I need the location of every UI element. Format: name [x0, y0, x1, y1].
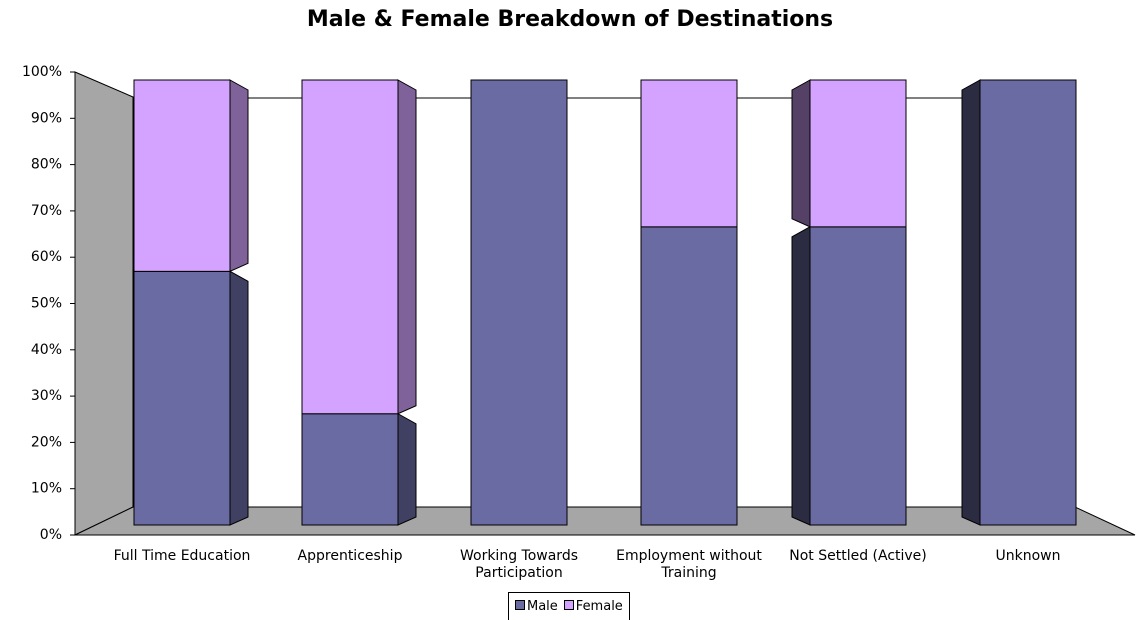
left-wall [74, 71, 134, 536]
bar [809, 226, 907, 526]
bar [133, 79, 231, 272]
bar [133, 270, 231, 526]
x-tick-label: Employment without Training [616, 548, 762, 581]
legend-label: Male [527, 599, 558, 614]
bar-side [397, 412, 417, 526]
bar-side [229, 79, 249, 273]
bar [979, 79, 1077, 526]
legend-swatch [515, 600, 525, 610]
x-tick-label: Not Settled (Active) [789, 548, 927, 564]
y-tick-label: 40% [31, 342, 62, 358]
x-tick-label: Unknown [995, 548, 1061, 564]
y-tick-label: 0% [40, 527, 62, 543]
y-tick-label: 100% [22, 64, 62, 80]
bar [640, 226, 738, 526]
y-tick-label: 10% [31, 481, 62, 497]
chart-title: Male & Female Breakdown of Destinations [307, 7, 833, 32]
bar [301, 413, 399, 526]
legend: Male Female [508, 592, 630, 620]
y-tick-label: 20% [31, 434, 62, 450]
bar [301, 79, 399, 415]
bar-side [961, 79, 981, 526]
legend-item: Female [563, 599, 623, 614]
bar [470, 79, 568, 526]
legend-item: Male [515, 599, 558, 614]
x-tick-label: Apprenticeship [297, 548, 403, 564]
bar-side [791, 226, 811, 526]
y-tick-label: 90% [31, 110, 62, 126]
x-tick-label: Full Time Education [113, 548, 251, 564]
bar [809, 79, 907, 228]
x-tick-label: Working Towards Participation [459, 548, 578, 581]
bar-side [397, 79, 417, 415]
legend-label: Female [575, 599, 623, 614]
y-tick-label: 70% [31, 203, 62, 219]
y-tick-label: 60% [31, 249, 62, 265]
bar-side [229, 270, 249, 526]
y-tick-label: 30% [31, 388, 62, 404]
y-tick-label: 50% [31, 296, 62, 312]
y-tick-label: 80% [31, 157, 62, 173]
bar-side [791, 79, 811, 228]
bar [640, 79, 738, 228]
legend-swatch [563, 600, 574, 610]
